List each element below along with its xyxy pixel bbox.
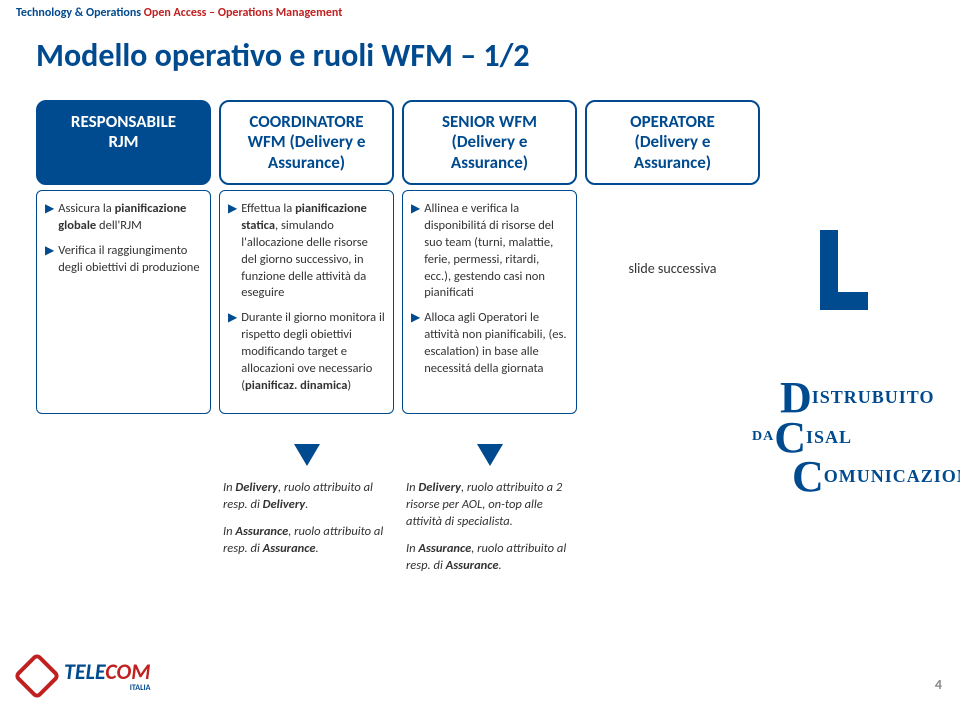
role-senior: SENIOR WFM(Delivery eAssurance) xyxy=(402,100,577,185)
page-title: Modello operativo e ruoli WFM – 1/2 xyxy=(36,36,530,75)
dcc-row: D ISTRUBUITO xyxy=(780,378,960,418)
bullet-text: Alloca agli Operatori le attività non pi… xyxy=(424,310,568,378)
attr-text: In Assurance, ruolo attribuito al resp. … xyxy=(223,524,390,558)
bullet: ▶Alloca agli Operatori le attività non p… xyxy=(411,310,568,378)
attr-text: In Delivery, ruolo attribuito a 2 risors… xyxy=(406,480,573,531)
detail-col-2: ▶Allinea e verifica la disponibilitá di … xyxy=(402,190,577,414)
attr-col-2: In Delivery, ruolo attribuito a 2 risors… xyxy=(402,476,577,588)
arrow-slot xyxy=(36,444,211,466)
breadcrumb: Technology & Operations Open Access – Op… xyxy=(16,6,342,20)
dcc-big: C xyxy=(792,457,824,497)
bullet-marker-icon: ▶ xyxy=(45,243,54,260)
bullet: ▶Allinea e verifica la disponibilitá di … xyxy=(411,201,568,302)
bullet-text: Allinea e verifica la disponibilitá di r… xyxy=(424,201,568,302)
bullet-text: Durante il giorno monitora il rispetto d… xyxy=(241,310,385,394)
role-operatore: OPERATORE(Delivery eAssurance) xyxy=(585,100,760,185)
dcc-row: DA C ISAL xyxy=(752,418,960,458)
attributions-row: In Delivery, ruolo attribuito al resp. d… xyxy=(36,476,760,588)
bullet-text: Assicura la pianificazione globale dell'… xyxy=(58,201,202,235)
dcc-big: D xyxy=(780,378,812,418)
dcc-row: C OMUNICAZIONE xyxy=(792,457,960,497)
arrow-down-icon xyxy=(477,444,503,466)
bullet-marker-icon: ▶ xyxy=(228,201,237,218)
bullet-marker-icon: ▶ xyxy=(45,201,54,218)
attr-col-0 xyxy=(36,476,211,588)
bullet-marker-icon: ▶ xyxy=(228,310,237,327)
breadcrumb-part1: Technology & Operations xyxy=(16,6,141,20)
role-coordinatore: COORDINATOREWFM (Delivery eAssurance) xyxy=(219,100,394,185)
logo-shape-icon xyxy=(13,651,61,699)
attr-col-1: In Delivery, ruolo attribuito al resp. d… xyxy=(219,476,394,588)
dcc-acronym: D ISTRUBUITO DA C ISAL C OMUNICAZIONE xyxy=(780,378,960,497)
detail-col-1: ▶Effettua la pianificazione statica, sim… xyxy=(219,190,394,414)
page-number: 4 xyxy=(935,676,942,693)
bullet: ▶Verifica il raggiungimento degli obiett… xyxy=(45,243,202,277)
bullet-marker-icon: ▶ xyxy=(411,310,420,327)
dcc-small: ISAL xyxy=(806,427,852,448)
arrow-slot xyxy=(402,444,577,466)
arrows-row xyxy=(36,444,760,466)
attr-text: In Assurance, ruolo attribuito al resp. … xyxy=(406,541,573,575)
details-row: ▶Assicura la pianificazione globale dell… xyxy=(36,190,760,414)
logo-com: COM xyxy=(105,658,150,685)
slide-successiva-text: slide successiva xyxy=(593,200,752,279)
bullet-text: Verifica il raggiungimento degli obietti… xyxy=(58,243,202,277)
bullet-marker-icon: ▶ xyxy=(411,201,420,218)
arrow-down-icon xyxy=(294,444,320,466)
logo-tele: TELE xyxy=(64,658,105,685)
attr-text: In Delivery, ruolo attribuito al resp. d… xyxy=(223,480,390,514)
bullet: ▶Assicura la pianificazione globale dell… xyxy=(45,201,202,235)
breadcrumb-part2: Open Access – Operations Management xyxy=(144,6,343,20)
bullet: ▶Effettua la pianificazione statica, sim… xyxy=(228,201,385,302)
dcc-small: ISTRUBUITO xyxy=(812,387,935,408)
bullet: ▶Durante il giorno monitora il rispetto … xyxy=(228,310,385,394)
detail-col-0: ▶Assicura la pianificazione globale dell… xyxy=(36,190,211,414)
dcc-prefix: DA xyxy=(752,429,774,445)
bullet-text: Effettua la pianificazione statica, simu… xyxy=(241,201,385,302)
arrow-slot xyxy=(585,444,760,466)
logo-text: TELECOM xyxy=(64,658,150,685)
detail-col-3: slide successiva xyxy=(585,190,760,414)
arrow-slot xyxy=(219,444,394,466)
l-shape-icon xyxy=(820,230,870,310)
attr-col-3 xyxy=(585,476,760,588)
roles-row: RESPONSABILERJM COORDINATOREWFM (Deliver… xyxy=(36,100,760,185)
telecom-logo: TELECOM ITALIA xyxy=(20,658,150,693)
dcc-small: OMUNICAZIONE xyxy=(824,466,960,487)
role-responsabile: RESPONSABILERJM xyxy=(36,100,211,185)
